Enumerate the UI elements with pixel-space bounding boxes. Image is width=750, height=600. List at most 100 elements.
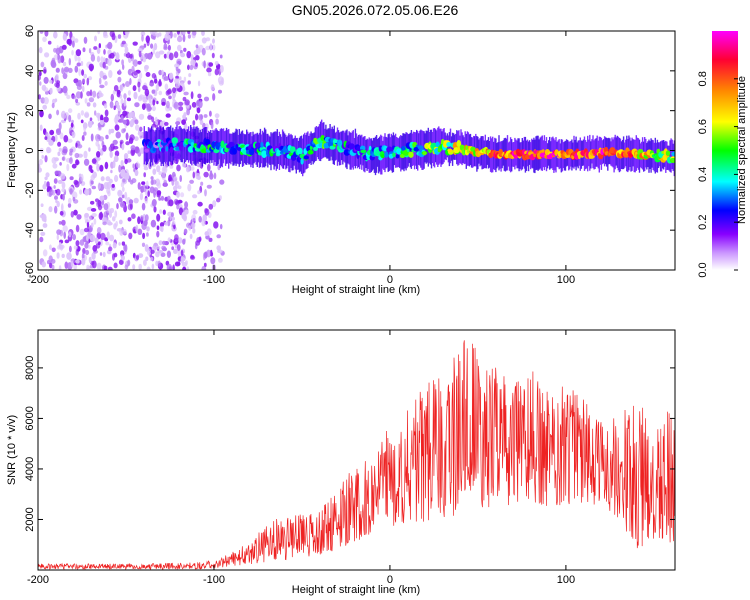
noise-speck [86, 77, 90, 86]
signal-halo [450, 136, 453, 161]
noise-speck [89, 215, 92, 222]
noise-speck [218, 257, 223, 263]
colorbar-tick-label: 0.8 [697, 71, 709, 86]
noise-speck [97, 199, 102, 207]
spectrogram-y-label: Frequency (Hz) [6, 112, 18, 188]
noise-speck [109, 178, 113, 184]
noise-speck [142, 232, 146, 240]
noise-speck [158, 171, 163, 176]
noise-speck [70, 36, 76, 43]
noise-speck [164, 33, 170, 42]
colorbar-ticks: 0.0 0.2 0.4 0.6 0.8 [697, 71, 738, 278]
noise-speck [135, 224, 139, 233]
noise-speck [166, 250, 171, 258]
noise-speck [99, 211, 103, 220]
noise-speck [100, 56, 104, 63]
noise-speck [141, 34, 144, 42]
noise-speck [171, 220, 176, 226]
noise-speck [156, 192, 161, 198]
noise-speck [192, 194, 198, 199]
noise-speck [114, 174, 119, 183]
signal-blob [435, 141, 440, 148]
noise-speck [154, 78, 158, 84]
noise-speck [136, 161, 139, 168]
noise-speck [146, 106, 152, 111]
noise-speck [174, 63, 180, 68]
noise-speck [137, 216, 141, 225]
noise-speck [87, 76, 93, 81]
noise-speck [80, 173, 84, 182]
signal-blob [307, 149, 314, 155]
noise-speck [162, 240, 166, 245]
noise-speck [56, 252, 60, 259]
noise-speck [90, 222, 94, 228]
noise-speck [155, 260, 159, 266]
noise-speck [55, 82, 60, 89]
noise-speck [113, 262, 118, 269]
noise-speck [49, 87, 53, 95]
noise-speck [198, 114, 204, 121]
noise-speck [39, 214, 45, 219]
noise-speck [85, 239, 90, 245]
noise-speck [149, 82, 155, 87]
signal-blob [232, 148, 237, 155]
y-tick-label: 40 [24, 65, 36, 77]
noise-speck [61, 181, 66, 189]
noise-speck [100, 238, 103, 246]
noise-speck [137, 131, 143, 136]
noise-speck [137, 60, 142, 65]
snr-y-label: SNR (10 * v/v) [6, 415, 18, 485]
noise-speck [55, 134, 58, 142]
noise-speck [132, 163, 135, 169]
noise-speck [48, 206, 53, 213]
noise-speck [74, 65, 79, 73]
noise-speck [152, 99, 156, 106]
noise-speck [181, 262, 188, 267]
noise-speck [100, 232, 106, 240]
noise-speck [161, 101, 166, 106]
noise-speck [146, 232, 149, 237]
colorbar-tick-label: 0.0 [697, 262, 709, 277]
noise-speck [56, 200, 60, 208]
noise-speck [119, 84, 124, 92]
noise-speck [161, 172, 166, 181]
noise-speck [138, 253, 144, 258]
signal-blob [303, 155, 309, 160]
noise-speck [173, 51, 179, 59]
noise-speck [83, 36, 88, 44]
noise-speck [90, 169, 94, 174]
noise-speck [121, 40, 126, 45]
signal-blob [255, 142, 261, 149]
noise-speck [42, 36, 47, 43]
noise-speck [86, 264, 90, 270]
noise-speck [81, 69, 85, 76]
noise-speck [165, 100, 170, 109]
noise-speck [167, 237, 171, 243]
noise-speck [62, 146, 68, 154]
noise-speck [104, 161, 109, 170]
noise-speck [170, 212, 174, 218]
noise-speck [97, 182, 101, 190]
noise-speck [51, 102, 55, 109]
noise-speck [75, 240, 80, 247]
noise-speck [164, 221, 169, 226]
noise-speck [43, 87, 49, 93]
noise-speck [149, 31, 154, 35]
noise-speck [177, 237, 183, 244]
noise-speck [151, 89, 156, 94]
noise-speck [179, 175, 182, 182]
signal-halo [162, 126, 164, 167]
noise-speck [92, 245, 98, 252]
noise-speck [91, 158, 97, 164]
signal-blob [384, 151, 389, 158]
noise-speck [82, 78, 86, 83]
noise-speck [45, 172, 50, 178]
signal-blob [465, 145, 469, 150]
noise-speck [102, 221, 107, 226]
noise-speck [120, 160, 124, 167]
noise-speck [82, 247, 86, 255]
noise-speck [73, 78, 79, 84]
noise-speck [39, 31, 44, 34]
noise-speck [75, 49, 82, 57]
signal-blob [671, 158, 675, 163]
